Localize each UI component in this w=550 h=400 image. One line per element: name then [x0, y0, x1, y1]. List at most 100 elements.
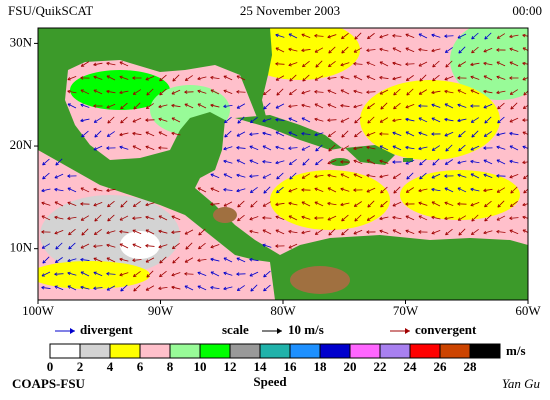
wind-vector — [483, 188, 493, 192]
wind-vector — [119, 132, 129, 136]
wind-arrowhead — [366, 75, 370, 79]
wind-arrowhead — [366, 189, 370, 193]
lon-tick-label: 60W — [515, 303, 541, 318]
wind-arrowhead — [249, 159, 253, 163]
wind-vector — [380, 102, 388, 110]
colorbar-tick-label: 8 — [167, 359, 174, 374]
wind-vector — [496, 215, 506, 221]
wind-arrowhead — [314, 174, 318, 179]
wind-arrowhead — [444, 174, 448, 178]
colorbar-swatch — [469, 343, 501, 359]
wind-vector — [236, 131, 246, 137]
wind-vector — [406, 88, 414, 96]
wind-arrowhead — [483, 89, 487, 94]
wind-arrowhead — [522, 202, 526, 207]
colorbar-swatch — [349, 343, 381, 359]
wind-vector — [80, 104, 90, 108]
wind-arrowhead — [184, 285, 188, 289]
wind-vector — [419, 158, 427, 166]
wind-arrowhead — [445, 148, 449, 152]
wind-arrowhead — [314, 34, 318, 38]
wind-vector — [263, 284, 271, 292]
wind-arrowhead — [80, 76, 84, 80]
wind-arrowhead — [392, 118, 396, 123]
wind-arrowhead — [340, 119, 344, 123]
wind-arrowhead — [483, 105, 487, 109]
wind-arrowhead — [444, 117, 448, 122]
wind-arrowhead — [133, 273, 137, 278]
wind-arrowhead — [145, 259, 150, 263]
wind-vector — [419, 172, 427, 180]
wind-arrowhead — [340, 187, 344, 192]
wind-vector — [445, 144, 453, 152]
wind-arrowhead — [458, 133, 462, 138]
wind-arrowhead — [133, 106, 137, 110]
wind-vector — [67, 103, 77, 109]
wind-vector — [432, 158, 440, 166]
wind-vector — [93, 202, 103, 206]
wind-arrowhead — [236, 159, 240, 163]
wind-arrowhead — [236, 146, 240, 150]
wind-arrowhead — [145, 131, 149, 135]
wind-vector — [328, 131, 336, 137]
wind-vector — [184, 273, 194, 275]
wind-vector — [54, 216, 64, 220]
wind-vector — [223, 89, 233, 95]
wind-vector — [523, 104, 528, 109]
wind-vector — [262, 132, 272, 136]
wind-arrowhead — [93, 62, 97, 67]
wind-arrowhead — [340, 147, 345, 151]
wind-arrowhead — [392, 175, 397, 179]
wind-vector — [223, 272, 233, 276]
wind-arrowhead — [275, 118, 279, 122]
wind-vector — [470, 202, 480, 206]
wind-arrowhead — [354, 120, 358, 124]
wind-vector — [432, 74, 440, 82]
wind-arrowhead — [106, 75, 111, 79]
wind-vector — [366, 174, 376, 178]
wind-arrowhead — [132, 216, 136, 220]
wind-vector — [172, 74, 180, 82]
wind-arrowhead — [405, 229, 409, 233]
wind-arrowhead — [106, 61, 110, 66]
colorbar-swatch — [259, 343, 291, 359]
wind-arrowhead — [509, 175, 513, 179]
wind-arrowhead — [522, 160, 526, 165]
wind-vector — [470, 62, 480, 66]
wind-vector — [353, 90, 363, 94]
wind-arrowhead — [457, 160, 461, 165]
wind-arrowhead — [120, 288, 124, 292]
wind-arrowhead — [197, 271, 201, 275]
wind-vector — [197, 187, 207, 193]
wind-vector — [496, 90, 506, 94]
wind-vector — [288, 131, 298, 137]
wind-arrowhead — [470, 147, 474, 151]
wind-vector — [379, 174, 389, 178]
wind-arrowhead — [457, 76, 461, 80]
wind-vector — [106, 188, 116, 192]
wind-vector — [172, 242, 180, 250]
wind-arrowhead — [405, 161, 409, 165]
wind-vector — [67, 285, 77, 291]
wind-vector — [340, 145, 350, 151]
wind-vector — [314, 174, 324, 178]
lat-tick-label: 30N — [10, 34, 33, 49]
wind-vector — [523, 174, 528, 180]
wind-arrowhead — [288, 33, 292, 37]
wind-vector — [418, 146, 428, 150]
wind-arrowhead — [405, 62, 409, 66]
wind-arrowhead — [470, 203, 474, 207]
wind-arrowhead — [444, 161, 449, 165]
wind-vector — [392, 216, 402, 220]
wind-arrowhead — [184, 77, 189, 81]
wind-arrowhead — [158, 131, 162, 135]
wind-arrowhead — [158, 215, 162, 219]
wind-vector — [497, 116, 505, 124]
wind-arrowhead — [301, 103, 305, 108]
wind-vector — [250, 284, 258, 292]
wind-vector — [393, 88, 401, 96]
wind-vector — [223, 189, 233, 191]
wind-vector — [301, 201, 311, 207]
wind-vector — [523, 188, 528, 194]
wind-arrowhead — [67, 89, 71, 94]
